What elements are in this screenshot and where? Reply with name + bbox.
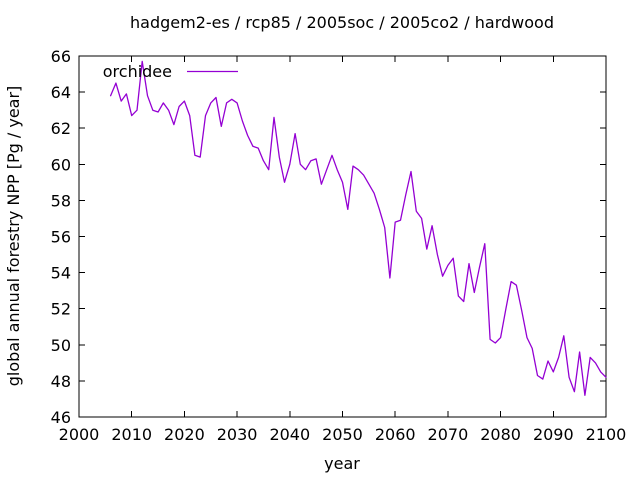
x-tick-label: 2010 — [111, 425, 152, 444]
legend-label: orchidee — [103, 62, 172, 81]
x-axis-title: year — [324, 454, 360, 473]
x-tick-label: 2020 — [164, 425, 205, 444]
series-group — [109, 60, 607, 396]
y-tick-label: 62 — [51, 119, 71, 138]
y-tick-label: 46 — [51, 408, 71, 427]
y-tick-label: 48 — [51, 372, 71, 391]
y-tick-label: 66 — [51, 47, 71, 66]
x-tick-label: 2000 — [59, 425, 100, 444]
series-line-orchidee — [109, 60, 607, 396]
x-tick-label: 2030 — [217, 425, 258, 444]
y-tick-label: 52 — [51, 300, 71, 319]
x-tick-label: 2100 — [586, 425, 627, 444]
legend: orchidee — [103, 62, 238, 81]
x-tick-label: 2040 — [269, 425, 310, 444]
y-axis-title: global annual forestry NPP [Pg / year] — [4, 86, 23, 387]
x-tick-label: 2060 — [375, 425, 416, 444]
y-tick-label: 60 — [51, 155, 71, 174]
y-tick-label: 58 — [51, 191, 71, 210]
x-tick-label: 2080 — [480, 425, 521, 444]
plot-border — [78, 55, 607, 418]
y-tick-label: 54 — [51, 264, 71, 283]
x-tick-label: 2090 — [533, 425, 574, 444]
x-tick-label: 2070 — [428, 425, 469, 444]
y-tick-label: 64 — [51, 83, 71, 102]
x-tick-label: 2050 — [322, 425, 363, 444]
y-tick-label: 50 — [51, 336, 71, 355]
y-tick-label: 56 — [51, 228, 71, 247]
axes: 2000 2010 2020 2030 2040 2050 2060 2070 2080 2090… — [51, 47, 627, 444]
chart-title: hadgem2-es / rcp85 / 2005soc / 2005co2 /… — [130, 13, 554, 32]
